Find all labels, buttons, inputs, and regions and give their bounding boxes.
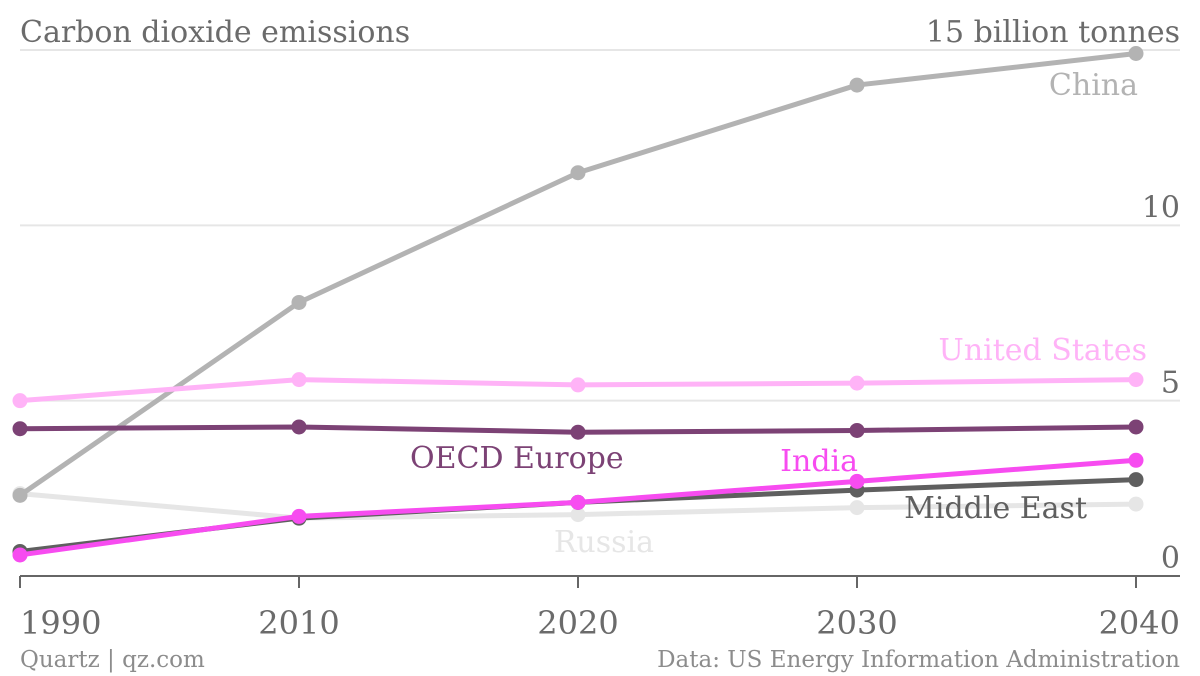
data-point <box>849 473 865 489</box>
series-label-oecd-europe: OECD Europe <box>410 441 624 476</box>
series-label-india: India <box>780 444 858 479</box>
y-tick-label: 10 <box>1142 190 1180 225</box>
chart-title: Carbon dioxide emissions <box>20 15 410 50</box>
data-point <box>849 500 865 516</box>
data-point <box>570 494 586 510</box>
data-point <box>570 507 586 523</box>
data-point <box>849 422 865 438</box>
data-point <box>291 372 307 388</box>
data-point <box>12 393 28 409</box>
x-tick-label: 2030 <box>816 604 897 642</box>
series-label-middle-east: Middle East <box>904 491 1087 526</box>
data-point <box>291 508 307 524</box>
data-point <box>570 424 586 440</box>
data-point <box>291 294 307 310</box>
x-tick-label: 2010 <box>258 604 339 642</box>
gridlines <box>20 49 1180 577</box>
data-point <box>849 77 865 93</box>
data-point <box>1128 419 1144 435</box>
y-axis-ticks: 0 5 10 <box>1142 190 1180 576</box>
series-china <box>12 46 1144 503</box>
data-point <box>570 377 586 393</box>
data-point <box>1128 46 1144 62</box>
x-tick-label: 2020 <box>537 604 618 642</box>
data-point <box>1128 472 1144 488</box>
data-point <box>1128 496 1144 512</box>
source-right: Data: US Energy Information Administrati… <box>657 647 1180 673</box>
series-label-china: China <box>1049 68 1138 103</box>
series-label-united-states: United States <box>939 333 1147 368</box>
data-point <box>12 487 28 503</box>
series-label-russia: Russia <box>554 525 654 560</box>
x-axis-ticks: 1990 2010 2020 2030 2040 <box>19 576 1180 642</box>
x-tick-label: 1990 <box>20 604 101 642</box>
y-unit-label: 15 billion tonnes <box>926 15 1180 50</box>
data-point <box>12 421 28 437</box>
source-left: Quartz | qz.com <box>20 647 205 673</box>
series-united-states <box>12 372 1144 409</box>
y-tick-label: 5 <box>1161 366 1180 401</box>
data-point <box>291 419 307 435</box>
series-india <box>12 452 1144 563</box>
series-lines <box>12 46 1144 563</box>
series-oecd-europe <box>12 419 1144 440</box>
data-point <box>1128 452 1144 468</box>
data-point <box>12 547 28 563</box>
series-labels: China United States OECD Europe India Middle… <box>410 68 1147 560</box>
y-tick-label: 0 <box>1161 541 1180 576</box>
x-tick-label: 2040 <box>1099 604 1180 642</box>
data-point <box>570 165 586 181</box>
data-point <box>849 375 865 391</box>
data-point <box>1128 372 1144 388</box>
